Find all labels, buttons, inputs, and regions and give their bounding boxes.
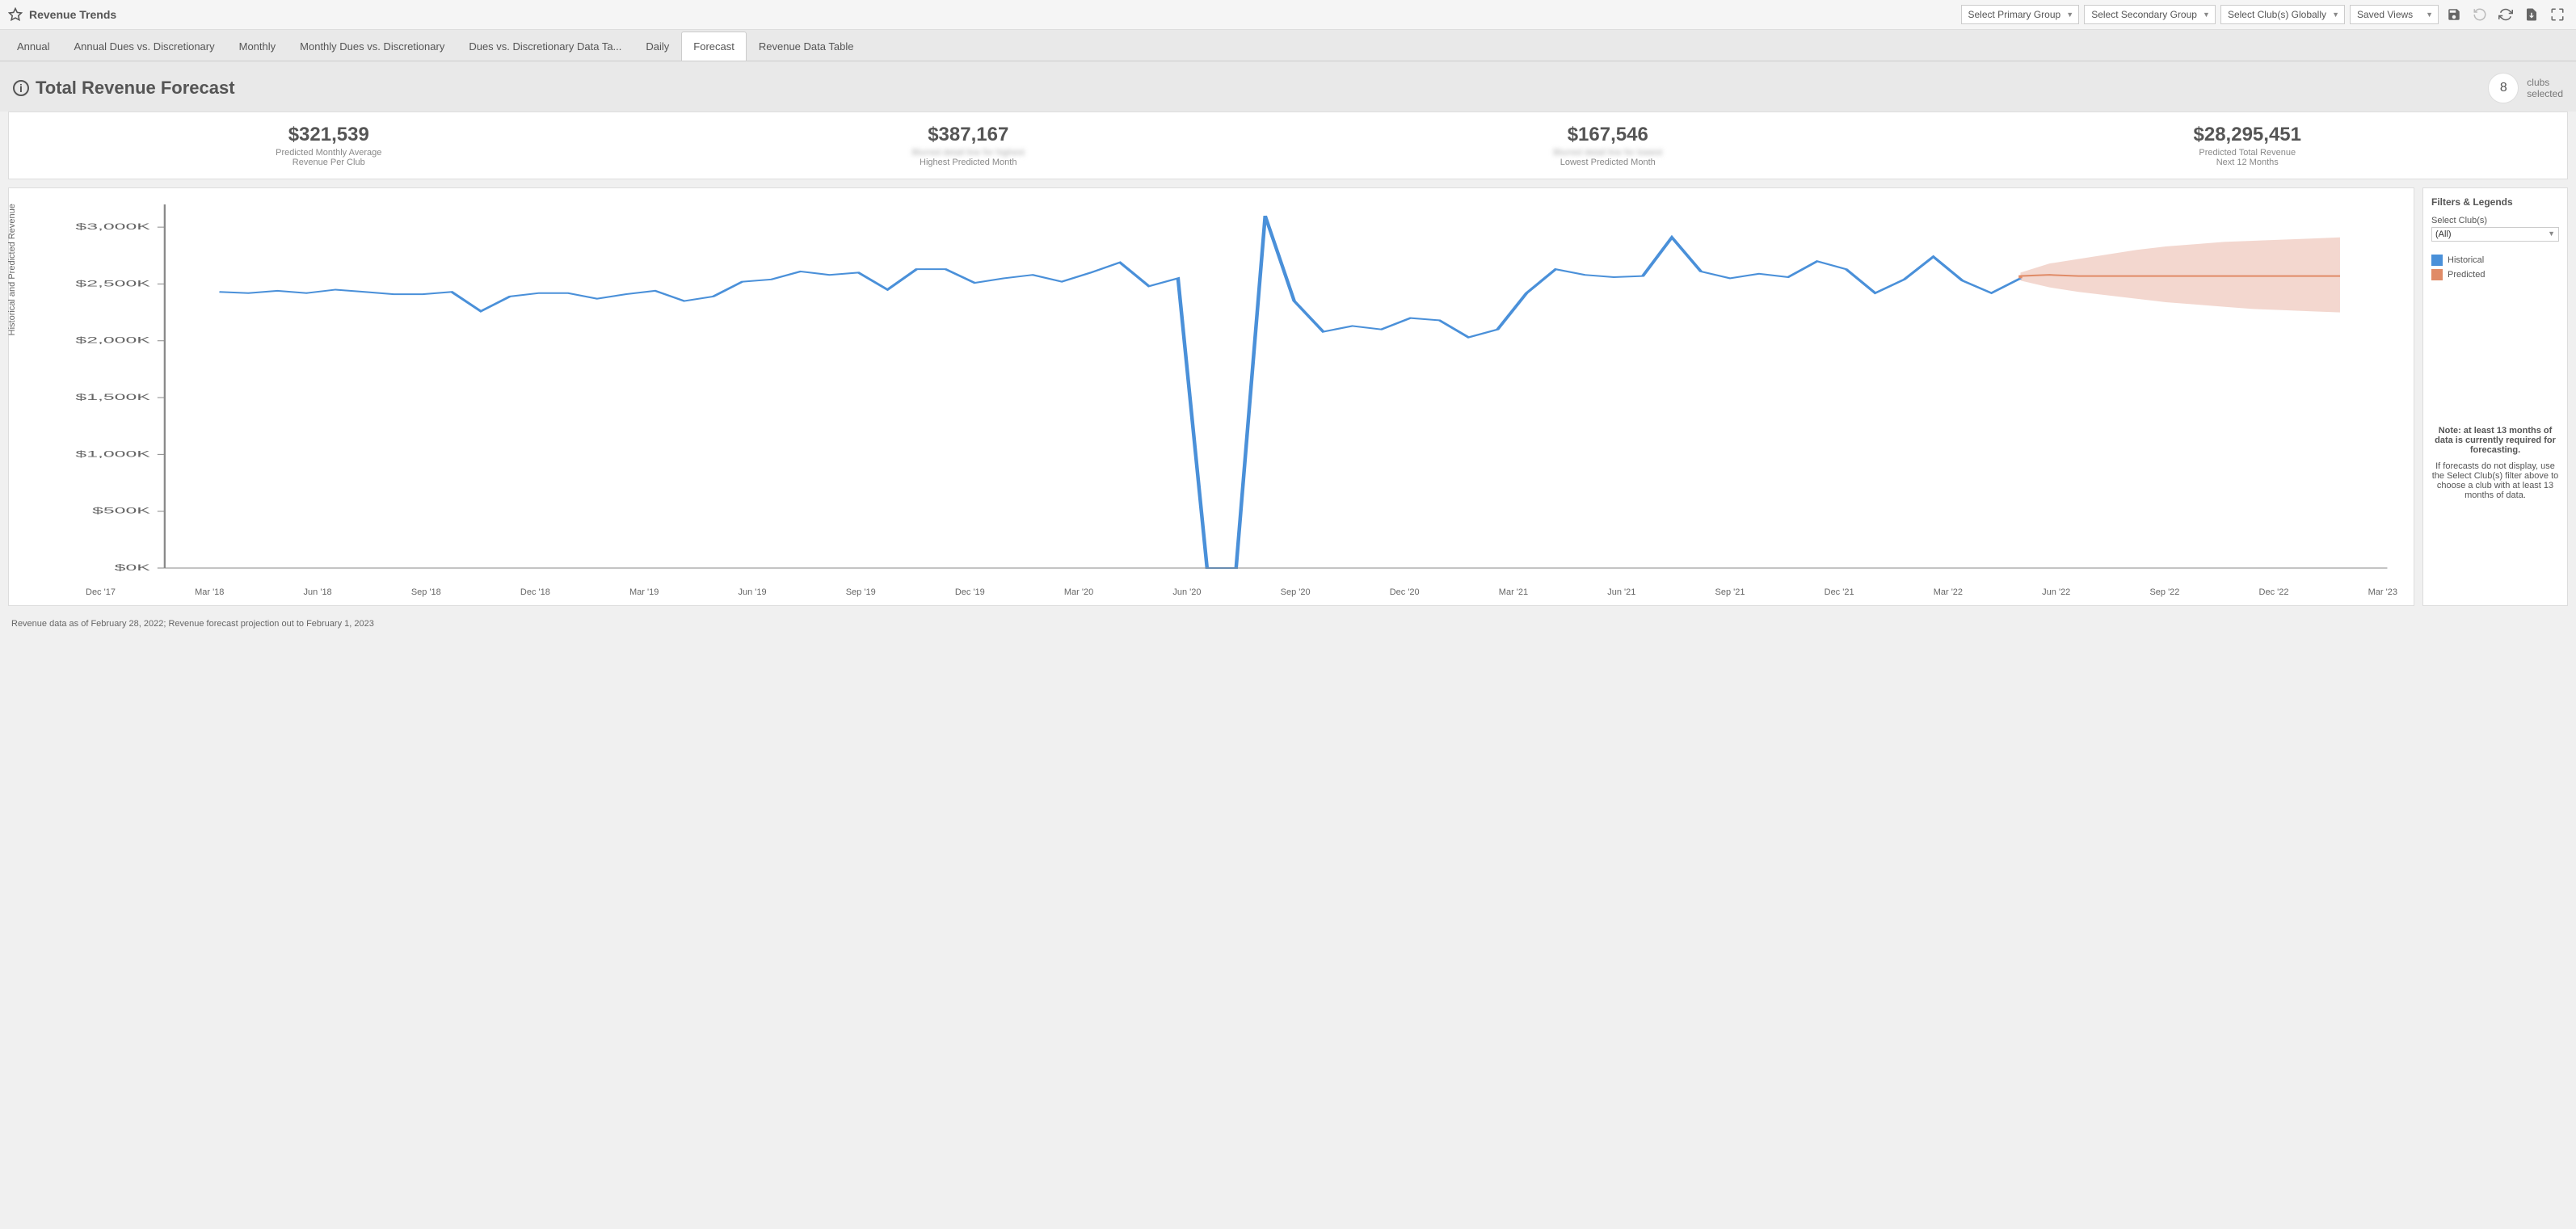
- filters-legends-title: Filters & Legends: [2431, 196, 2559, 208]
- undo-icon[interactable]: [2473, 7, 2487, 22]
- save-icon[interactable]: [2447, 7, 2461, 22]
- top-header: Revenue Trends Select Primary Group Sele…: [0, 0, 2576, 30]
- tab-monthly-dues-vs-discretionary[interactable]: Monthly Dues vs. Discretionary: [288, 32, 457, 61]
- legend: Historical Predicted: [2431, 255, 2559, 280]
- header-right: Select Primary Group Select Secondary Gr…: [1961, 5, 2569, 24]
- refresh-icon[interactable]: [2498, 7, 2513, 22]
- filters-legends-panel: Filters & Legends Select Club(s) (All) H…: [2422, 187, 2568, 606]
- forecast-note: Note: at least 13 months of data is curr…: [2431, 426, 2559, 500]
- section-title-wrap: i Total Revenue Forecast: [13, 78, 235, 99]
- kpi-2: $167,546 Blurred detail line for lowest …: [1288, 112, 1928, 179]
- secondary-group-dropdown[interactable]: Select Secondary Group: [2084, 5, 2216, 24]
- kpi-3: $28,295,451 Predicted Total Revenue Next…: [1928, 112, 2568, 179]
- header-left: Revenue Trends: [8, 7, 116, 22]
- svg-text:$2,500K: $2,500K: [75, 279, 150, 288]
- tabs-bar: AnnualAnnual Dues vs. DiscretionaryMonth…: [0, 30, 2576, 61]
- kpi-1: $387,167 Blurred detail line for highest…: [649, 112, 1289, 179]
- page-title: Revenue Trends: [29, 8, 116, 21]
- section-title: Total Revenue Forecast: [36, 78, 235, 99]
- svg-text:$1,500K: $1,500K: [75, 393, 150, 402]
- legend-item-historical: Historical: [2431, 255, 2559, 266]
- svg-text:$1,000K: $1,000K: [75, 449, 150, 459]
- svg-text:$500K: $500K: [92, 507, 150, 516]
- svg-text:$3,000K: $3,000K: [75, 222, 150, 232]
- tab-forecast[interactable]: Forecast: [681, 32, 747, 61]
- club-filter-select[interactable]: (All): [2431, 227, 2559, 242]
- y-axis-label: Historical and Predicted Revenue: [7, 204, 17, 335]
- tab-revenue-data-table[interactable]: Revenue Data Table: [747, 32, 866, 61]
- filter-label: Select Club(s): [2431, 216, 2559, 225]
- svg-text:$0K: $0K: [115, 563, 150, 573]
- tab-annual-dues-vs-discretionary[interactable]: Annual Dues vs. Discretionary: [61, 32, 226, 61]
- footer-note: Revenue data as of February 28, 2022; Re…: [0, 614, 2576, 638]
- tab-dues-vs-discretionary-data-ta-[interactable]: Dues vs. Discretionary Data Ta...: [457, 32, 633, 61]
- clubs-label: clubs selected: [2527, 77, 2563, 100]
- tab-monthly[interactable]: Monthly: [227, 32, 288, 61]
- fullscreen-icon[interactable]: [2550, 7, 2565, 22]
- info-icon[interactable]: i: [13, 80, 29, 96]
- x-axis-labels: Dec '17Mar '18Jun '18Sep '18Dec '18Mar '…: [37, 587, 2406, 597]
- clubs-global-dropdown[interactable]: Select Club(s) Globally: [2220, 5, 2345, 24]
- clubs-count: 8: [2488, 73, 2519, 103]
- primary-group-dropdown[interactable]: Select Primary Group: [1961, 5, 2080, 24]
- kpi-0: $321,539 Predicted Monthly Average Reven…: [9, 112, 649, 179]
- chart-panel: Historical and Predicted Revenue $0K $500…: [8, 187, 2414, 606]
- section-header: i Total Revenue Forecast 8 clubs selecte…: [0, 61, 2576, 112]
- tab-annual[interactable]: Annual: [5, 32, 61, 61]
- svg-text:$2,000K: $2,000K: [75, 336, 150, 346]
- clubs-badge: 8 clubs selected: [2488, 73, 2563, 103]
- tab-daily[interactable]: Daily: [633, 32, 681, 61]
- download-icon[interactable]: [2524, 7, 2539, 22]
- chart-container: Historical and Predicted Revenue $0K $500…: [8, 187, 2568, 606]
- saved-views-dropdown[interactable]: Saved Views: [2350, 5, 2439, 24]
- line-chart: $0K $500K $1,000K $1,500K $2,000K $2,500K $3,0…: [37, 196, 2406, 584]
- star-icon[interactable]: [8, 7, 23, 22]
- legend-item-predicted: Predicted: [2431, 269, 2559, 280]
- kpi-strip: $321,539 Predicted Monthly Average Reven…: [8, 112, 2568, 179]
